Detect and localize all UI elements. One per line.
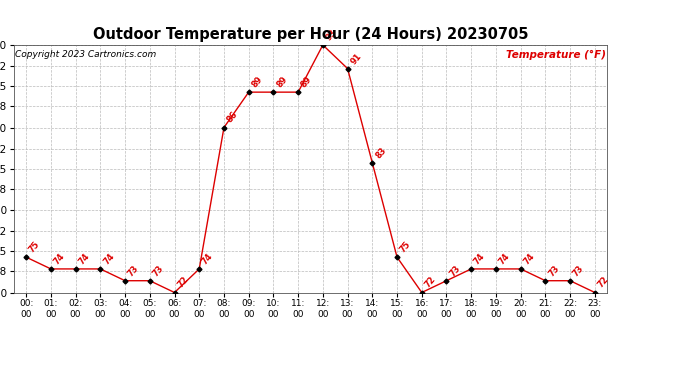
Text: 73: 73 — [546, 263, 561, 278]
Title: Outdoor Temperature per Hour (24 Hours) 20230705: Outdoor Temperature per Hour (24 Hours) … — [92, 27, 529, 42]
Text: 91: 91 — [349, 51, 364, 66]
Text: 72: 72 — [596, 275, 611, 290]
Text: Temperature (°F): Temperature (°F) — [506, 50, 606, 60]
Text: 74: 74 — [101, 252, 116, 266]
Text: 93: 93 — [324, 28, 339, 42]
Text: 83: 83 — [374, 146, 388, 160]
Text: 74: 74 — [522, 252, 536, 266]
Text: 74: 74 — [77, 252, 91, 266]
Text: 73: 73 — [448, 263, 462, 278]
Text: 75: 75 — [398, 240, 413, 254]
Text: 72: 72 — [423, 275, 437, 290]
Text: 86: 86 — [226, 110, 239, 125]
Text: 74: 74 — [497, 252, 512, 266]
Text: 73: 73 — [126, 263, 141, 278]
Text: 89: 89 — [275, 75, 289, 89]
Text: 73: 73 — [151, 263, 166, 278]
Text: 74: 74 — [201, 252, 215, 266]
Text: Copyright 2023 Cartronics.com: Copyright 2023 Cartronics.com — [15, 50, 156, 59]
Text: 89: 89 — [250, 75, 264, 89]
Text: 73: 73 — [571, 263, 586, 278]
Text: 74: 74 — [52, 252, 67, 266]
Text: 89: 89 — [299, 75, 314, 89]
Text: 74: 74 — [473, 252, 487, 266]
Text: 72: 72 — [176, 275, 190, 290]
Text: 75: 75 — [28, 240, 42, 254]
